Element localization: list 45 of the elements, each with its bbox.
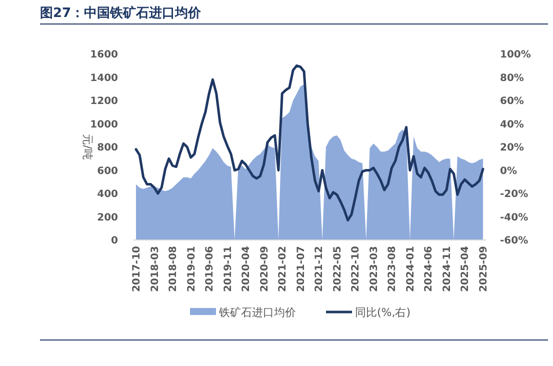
y2-tick-label: 80% (500, 72, 524, 84)
x-tick-label: 2021-12 (314, 246, 326, 292)
x-tick-label: 2021-07 (296, 246, 307, 292)
x-tick-label: 2019-06 (204, 246, 216, 292)
y-tick-label: 1000 (90, 119, 118, 130)
chart-title: 图27：中国铁矿石进口均价 (40, 5, 202, 21)
line-series (134, 64, 484, 222)
y2-tick-label: 100% (500, 50, 531, 60)
x-tick-label: 2022-10 (350, 246, 362, 292)
y-tick-label: 0 (111, 236, 118, 246)
x-tick-label: 2025-04 (460, 246, 472, 292)
x-tick-label: 2020-09 (259, 246, 270, 292)
y2-tick-label: -40% (500, 212, 528, 224)
x-tick-label: 2019-01 (186, 246, 198, 292)
y-tick-label: 200 (97, 212, 118, 224)
x-tick-label: 2024-11 (442, 246, 453, 292)
y-tick-label: 400 (97, 189, 118, 200)
y2-tick-label: 0% (500, 166, 517, 177)
legend-item: 同比(%,右) (326, 306, 411, 319)
legend-label: 铁矿石进口均价 (218, 306, 296, 319)
x-tick-label: 2018-03 (150, 246, 161, 292)
y2-tick-label: 40% (500, 119, 524, 130)
legend-item: 铁矿石进口均价 (190, 306, 296, 319)
x-tick-label: 2024-06 (424, 246, 435, 292)
x-tick-label: 2020-04 (241, 246, 252, 292)
x-tick-label: 2023-08 (387, 246, 398, 292)
x-tick-label: 2021-02 (278, 246, 289, 292)
x-tick-label: 2022-05 (332, 246, 344, 292)
y2-tick-label: 20% (500, 142, 524, 154)
y-axis-title: 元/吨 (81, 134, 94, 160)
y-tick-label: 1200 (90, 96, 118, 107)
y-tick-label: 1400 (90, 72, 118, 84)
x-tick-label: 2025-09 (478, 246, 490, 292)
y2-tick-label: 60% (500, 96, 524, 107)
legend-label: 同比(%,右) (355, 306, 411, 319)
x-tick-label: 2018-08 (168, 246, 180, 292)
y-tick-label: 600 (97, 166, 118, 177)
x-tick-label: 2023-03 (368, 246, 380, 292)
y2-tick-label: -60% (500, 236, 528, 246)
x-tick-label: 2019-11 (222, 246, 234, 292)
x-tick-label: 2024-01 (405, 246, 416, 292)
y-tick-label: 1600 (90, 50, 118, 60)
y-tick-label: 800 (97, 142, 118, 154)
x-tick-label: 2017-10 (132, 246, 142, 292)
y2-tick-label: -20% (500, 189, 528, 200)
